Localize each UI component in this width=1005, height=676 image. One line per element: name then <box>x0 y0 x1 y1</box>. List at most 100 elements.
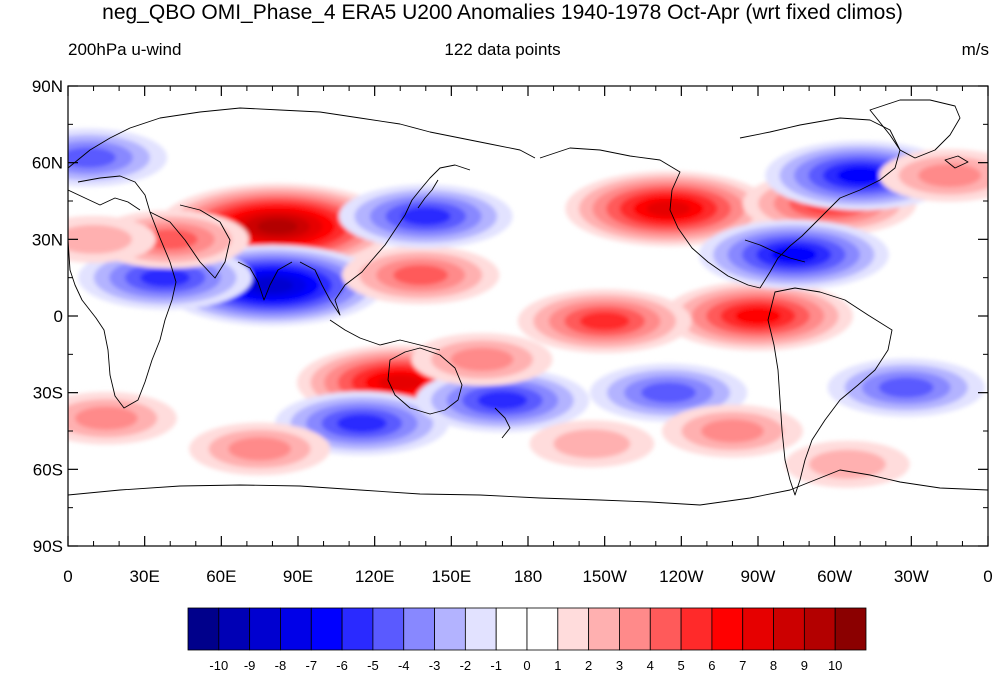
lon-tick-label-10: 60W <box>817 567 852 586</box>
coastline-north-america <box>539 147 761 289</box>
colorbar-label-9: -1 <box>490 658 502 673</box>
colorbar-label-17: 7 <box>739 658 746 673</box>
anomaly-center-19 <box>785 440 910 488</box>
colorbar-box-1 <box>218 607 251 651</box>
lon-tick-label-9: 90W <box>741 567 776 586</box>
colorbar-label-19: 9 <box>801 658 808 673</box>
coastline-eurasia-north <box>68 107 536 169</box>
colorbar-box-2 <box>249 607 281 651</box>
colorbar-box-17 <box>711 607 744 651</box>
lon-tick-label-1: 30E <box>130 567 160 586</box>
colorbar-label-1: -9 <box>244 658 256 673</box>
subtitle-units: m/s <box>961 40 989 59</box>
lon-tick-label-3: 90E <box>283 567 313 586</box>
colorbar-box-19 <box>773 607 805 651</box>
coastline-iceland <box>944 155 969 169</box>
coastline-caribbean <box>744 239 806 263</box>
colorbar-box-15 <box>649 607 682 651</box>
lat-tick-label-5: 60S <box>33 460 63 479</box>
lat-tick-label-3: 0 <box>54 307 63 326</box>
anomaly-center-13 <box>415 368 590 433</box>
anomaly-center-21 <box>411 333 553 386</box>
lat-tick-label-6: 90S <box>33 537 63 556</box>
colorbar-box-16 <box>680 607 713 651</box>
coastline-north-america-east <box>739 117 901 289</box>
colorbar-box-3 <box>280 607 312 651</box>
coastline-eastasia <box>404 164 471 216</box>
coastline-africa <box>68 175 177 409</box>
anomaly-center-7 <box>517 289 692 354</box>
colorbar-box-5 <box>341 607 374 651</box>
colorbar-label-6: -4 <box>398 658 410 673</box>
anomaly-center-9 <box>698 219 889 290</box>
lon-tick-label-4: 120E <box>355 567 395 586</box>
colorbar-box-6 <box>372 607 405 651</box>
anomaly-center-25 <box>68 391 177 445</box>
coastline-arabia <box>149 204 231 279</box>
anomaly-center-8 <box>341 245 500 305</box>
anomaly-field <box>68 128 988 488</box>
colorbar-label-5: -5 <box>367 658 379 673</box>
lon-tick-label-5: 150E <box>431 567 471 586</box>
anomaly-center-24 <box>68 215 156 263</box>
plot-title: neg_QBO OMI_Phase_4 ERA5 U200 Anomalies … <box>102 1 903 24</box>
coastline-indonesia <box>329 319 441 351</box>
colorbar: -10 -9 -8 -7 -6 -5 -4 -3 -2 -1 0 1 2 3 4 5 6 7 8 9 10 <box>187 607 867 673</box>
subtitle-count: 122 data points <box>444 40 561 59</box>
coastline-south-america <box>767 287 893 496</box>
anomaly-center-17 <box>189 422 331 476</box>
colorbar-box-18 <box>742 607 774 651</box>
colorbar-label-4: -6 <box>336 658 348 673</box>
colorbar-label-18: 8 <box>770 658 777 673</box>
coastline-europe <box>68 189 141 211</box>
colorbar-label-0: -10 <box>209 658 228 673</box>
coastline-greenland <box>869 99 961 159</box>
colorbar-label-8: -2 <box>460 658 472 673</box>
lat-tick-label-1: 60N <box>32 154 63 173</box>
colorbar-box-10 <box>495 607 528 651</box>
coastlines <box>68 99 988 506</box>
lon-tick-label-12: 0 <box>983 567 992 586</box>
lon-tick-label-11: 30W <box>894 567 929 586</box>
coastline-japan <box>417 179 439 209</box>
axis-ticks <box>67 85 989 547</box>
lon-tick-label-7: 150W <box>582 567 626 586</box>
colorbar-box-20 <box>803 607 836 651</box>
colorbar-box-9 <box>464 607 497 651</box>
anomaly-center-18 <box>661 404 803 458</box>
lat-tick-label-0: 90N <box>32 77 63 96</box>
anomaly-center-6 <box>662 281 854 351</box>
anomaly-center-4 <box>565 171 772 247</box>
colorbar-label-11: 1 <box>554 658 561 673</box>
colorbar-label-13: 3 <box>616 658 623 673</box>
colorbar-box-12 <box>557 607 590 651</box>
colorbar-label-3: -7 <box>305 658 317 673</box>
subtitle-variable: 200hPa u-wind <box>68 40 182 59</box>
anomaly-center-22 <box>879 149 988 202</box>
colorbar-box-14 <box>619 607 651 651</box>
colorbar-label-10: 0 <box>523 658 530 673</box>
colorbar-box-8 <box>434 607 466 651</box>
lat-tick-label-4: 30S <box>33 384 63 403</box>
colorbar-label-20: 10 <box>828 658 842 673</box>
coastline-seasia <box>299 214 406 316</box>
colorbar-label-12: 2 <box>585 658 592 673</box>
lon-tick-label-2: 60E <box>206 567 236 586</box>
anomaly-center-16 <box>68 128 168 187</box>
coastline-india <box>237 261 293 301</box>
colorbar-box-7 <box>403 607 435 651</box>
anomaly-center-11 <box>338 184 513 249</box>
lon-tick-label-0: 0 <box>63 567 72 586</box>
coastline-antarctica <box>68 469 988 506</box>
anomaly-center-15 <box>827 358 985 417</box>
lat-tick-label-2: 30N <box>32 230 63 249</box>
colorbar-box-21 <box>834 607 867 651</box>
colorbar-label-16: 6 <box>708 658 715 673</box>
coastline-australia <box>387 347 463 415</box>
coastline-newzealand <box>494 407 511 439</box>
colorbar-label-7: -3 <box>429 658 441 673</box>
colorbar-label-2: -8 <box>275 658 287 673</box>
lon-tick-label-6: 180 <box>514 567 542 586</box>
